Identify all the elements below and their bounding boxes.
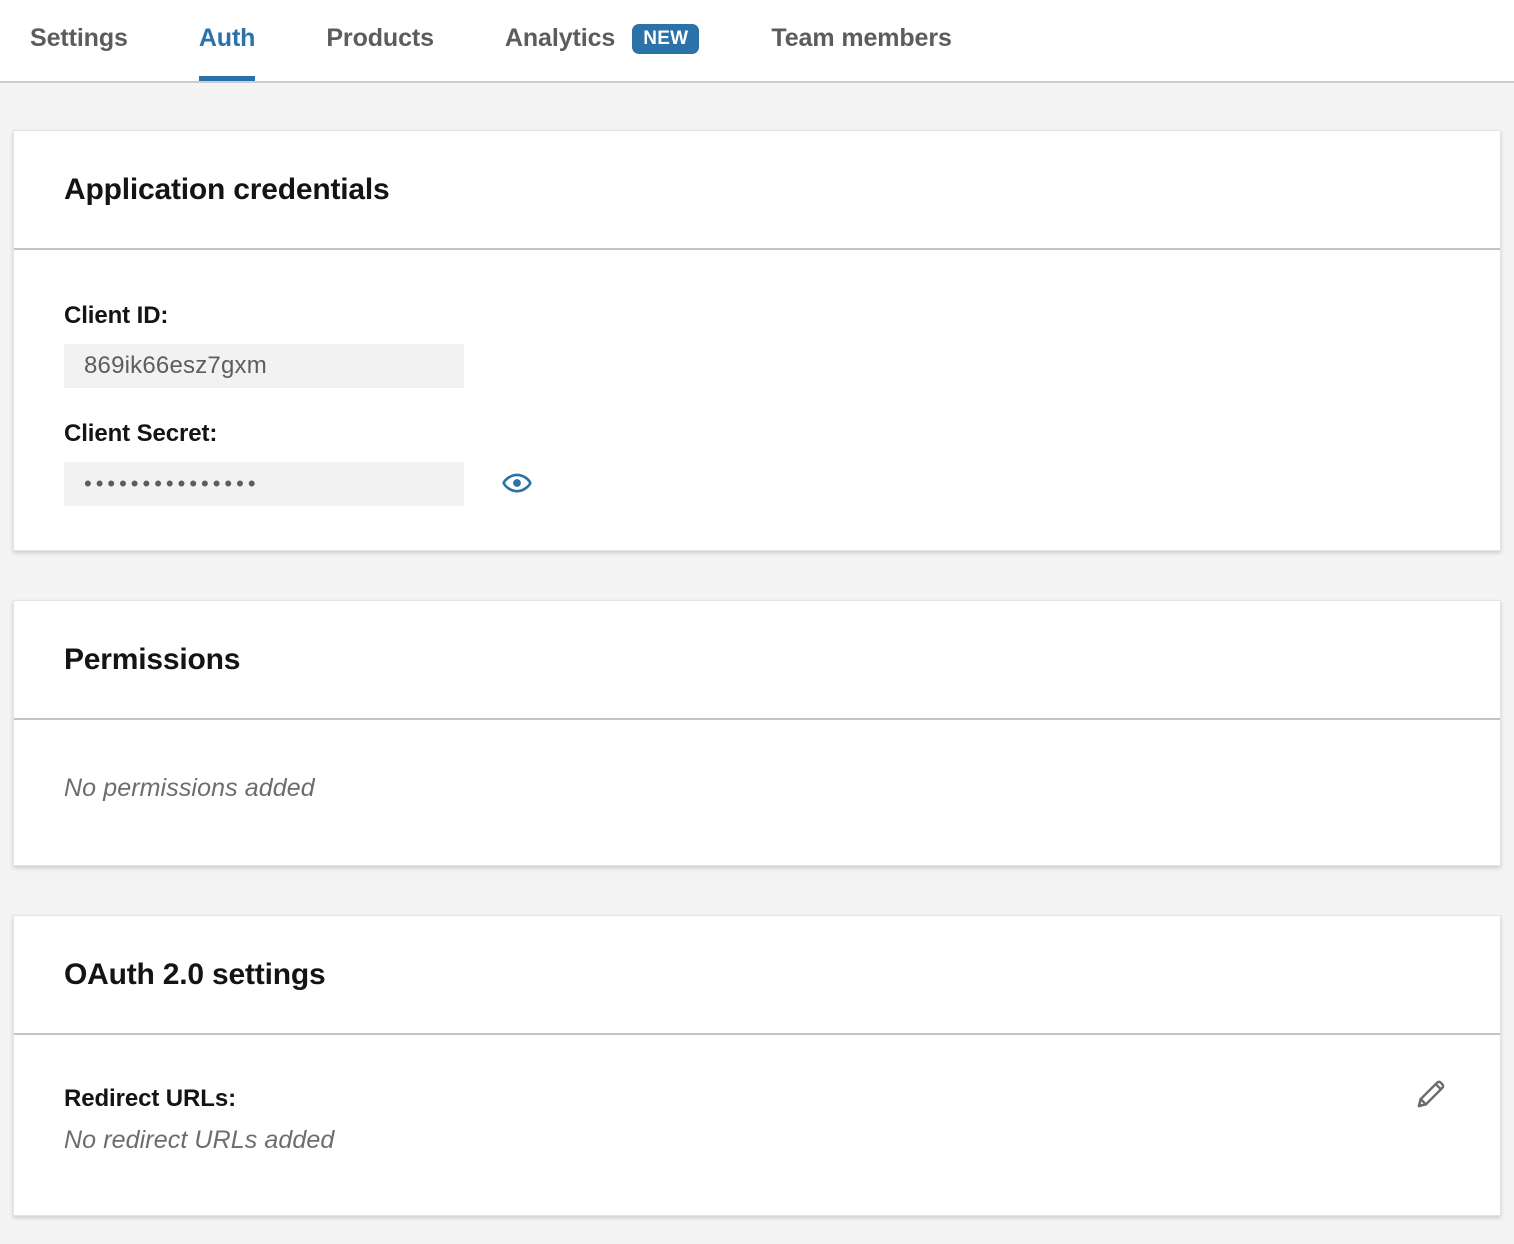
permissions-card: Permissions No permissions added — [13, 600, 1501, 866]
field-spacer — [64, 388, 1450, 420]
application-credentials-title: Application credentials — [64, 172, 390, 206]
oauth-settings-header: OAuth 2.0 settings — [14, 916, 1500, 1035]
tab-team-members-label: Team members — [771, 24, 952, 52]
tab-auth-label: Auth — [198, 24, 256, 52]
application-credentials-body: Client ID: 869ik66esz7gxm Client Secret:… — [14, 250, 1500, 550]
client-secret-row: ••••••••••••••• — [64, 462, 1450, 506]
tab-settings-label: Settings — [30, 24, 128, 52]
permissions-title: Permissions — [64, 642, 241, 676]
tab-settings[interactable]: Settings — [30, 0, 128, 81]
client-secret-label: Client Secret: — [64, 420, 218, 447]
tab-auth[interactable]: Auth — [198, 0, 256, 81]
tab-team-members[interactable]: Team members — [771, 0, 951, 81]
tab-products[interactable]: Products — [326, 0, 434, 81]
tab-analytics-label: Analytics — [504, 24, 616, 52]
redirect-urls-empty-state: No redirect URLs added — [64, 1126, 335, 1154]
permissions-empty-state: No permissions added — [64, 774, 315, 802]
application-credentials-card: Application credentials Client ID: 869ik… — [13, 130, 1501, 551]
oauth-settings-title: OAuth 2.0 settings — [64, 957, 326, 991]
client-secret-field[interactable]: ••••••••••••••• — [64, 462, 464, 506]
pencil-icon — [1414, 1077, 1448, 1114]
client-id-label: Client ID: — [64, 302, 169, 329]
oauth-settings-card: OAuth 2.0 settings Redirect URLs: No red… — [13, 915, 1501, 1216]
tab-products-label: Products — [326, 24, 434, 52]
client-secret-masked-value: ••••••••••••••• — [84, 471, 260, 496]
tab-analytics[interactable]: Analytics NEW — [505, 0, 700, 81]
permissions-header: Permissions — [14, 601, 1500, 720]
client-id-field[interactable]: 869ik66esz7gxm — [64, 344, 464, 388]
edit-redirect-urls-button[interactable] — [1408, 1071, 1454, 1120]
new-badge: NEW — [632, 23, 700, 54]
eye-icon — [502, 468, 532, 501]
page-content: Application credentials Client ID: 869ik… — [0, 83, 1514, 1232]
redirect-urls-label: Redirect URLs: — [64, 1085, 236, 1112]
reveal-secret-button[interactable] — [502, 468, 532, 501]
application-credentials-header: Application credentials — [14, 131, 1500, 250]
primary-tab-bar: Settings Auth Products Analytics NEW Tea… — [0, 0, 1514, 83]
permissions-body: No permissions added — [14, 720, 1500, 865]
oauth-settings-body: Redirect URLs: No redirect URLs added — [14, 1035, 1500, 1215]
